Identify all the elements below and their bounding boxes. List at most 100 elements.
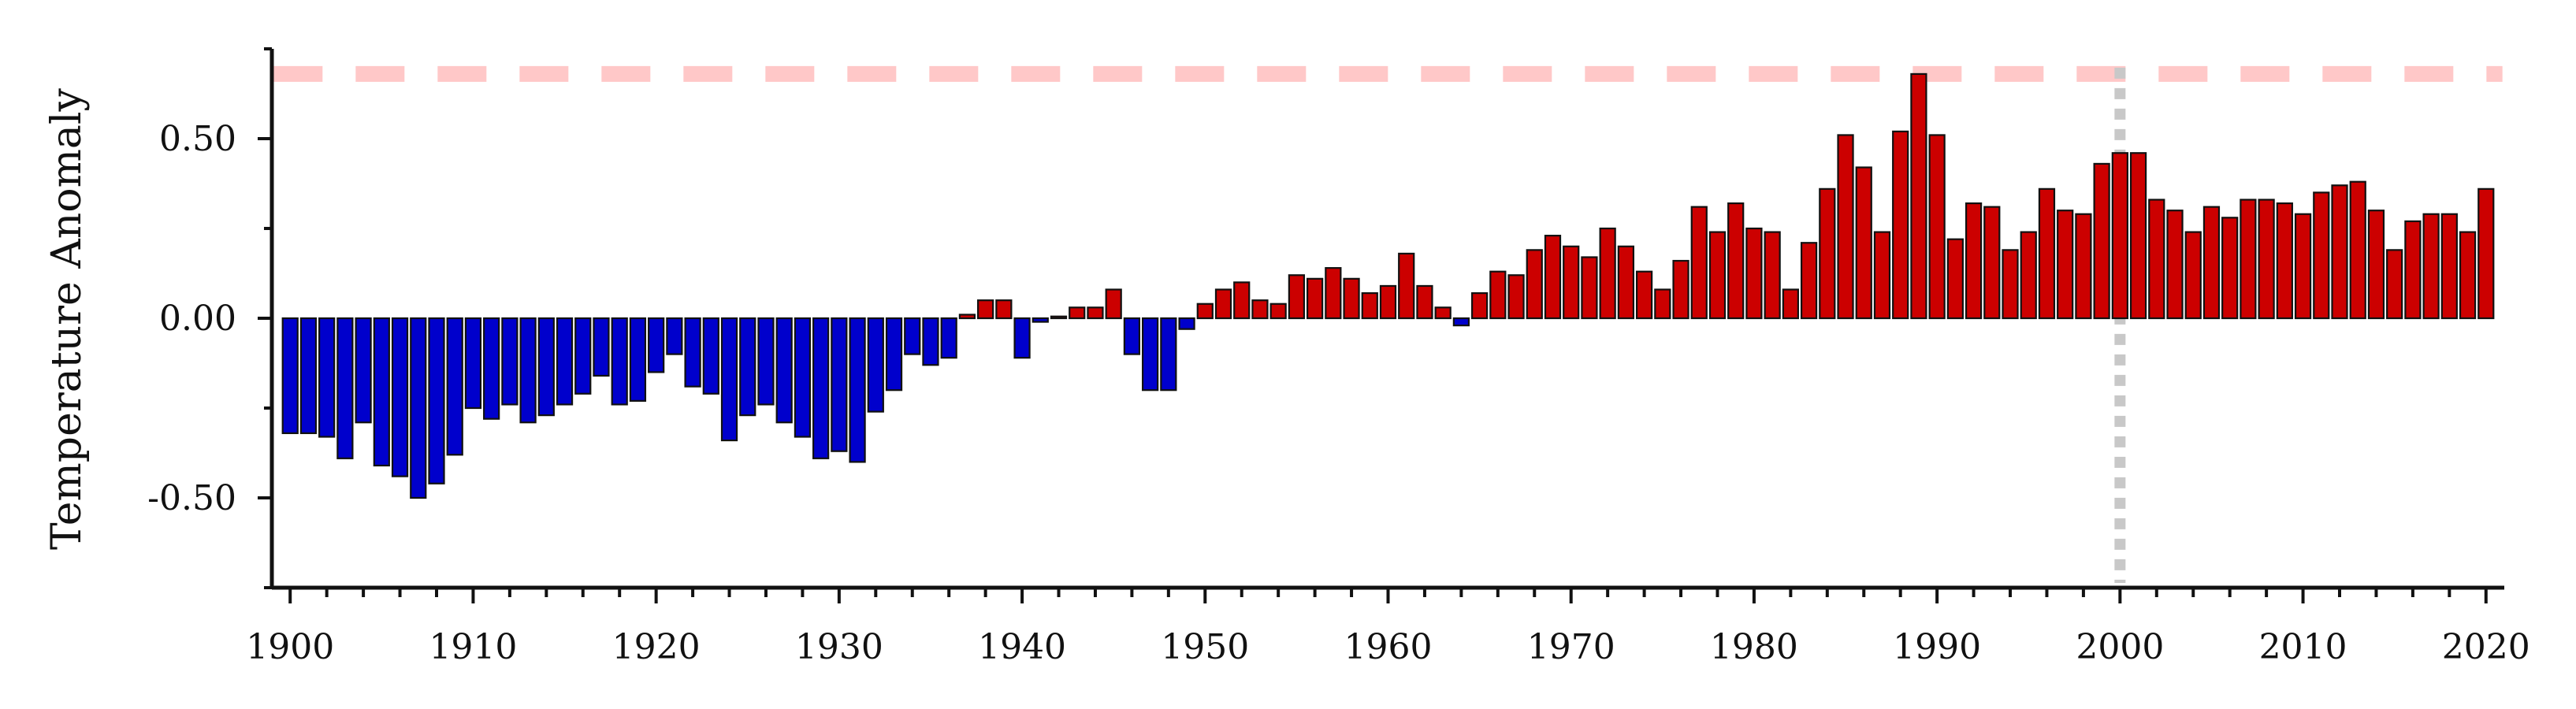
bar-1920 [648,317,665,373]
bar-1998 [2075,213,2092,320]
bar-1954 [1269,303,1287,320]
y-axis-label-group: Temperature Anomaly [43,87,91,549]
bar-1991 [1946,238,1964,320]
bar-1969 [1544,235,1562,320]
x-tick-label-1970: 1970 [1527,627,1615,667]
bar-1983 [1800,242,1818,320]
bar-2019 [2459,231,2477,320]
bar-1997 [2057,210,2074,320]
bar-2012 [2331,184,2348,320]
bar-1902 [318,317,336,438]
x-tick-label-1990: 1990 [1893,627,1981,667]
bar-1981 [1764,231,1781,320]
bar-1985 [1837,134,1854,320]
bar-1980 [1745,227,1763,320]
bar-1952 [1233,281,1251,320]
bar-2003 [2166,210,2184,320]
bar-1994 [2002,249,2019,320]
bar-1936 [940,317,957,359]
bar-1946 [1123,317,1141,355]
bar-1916 [574,317,592,395]
bar-1910 [464,317,482,410]
bar-1974 [1635,270,1653,320]
bar-1970 [1563,245,1580,320]
bar-1962 [1416,284,1433,320]
x-tick-label-1900: 1900 [246,627,334,667]
bar-1928 [794,317,812,438]
bar-1907 [410,317,427,499]
bar-1950 [1196,303,1214,320]
bars [281,72,2495,499]
bar-1957 [1325,267,1342,320]
bar-1905 [373,317,390,467]
x-tick-label-1940: 1940 [978,627,1066,667]
bar-2002 [2148,199,2165,320]
bar-1913 [519,317,537,424]
bar-2014 [2367,210,2385,320]
bar-1953 [1251,299,1269,320]
bar-1992 [1965,202,1983,320]
bar-2017 [2422,213,2440,320]
bar-1996 [2038,187,2056,320]
bar-1929 [812,317,830,459]
bar-1941 [1032,317,1049,323]
bar-2005 [2202,206,2221,320]
bar-1961 [1398,252,1415,320]
bar-1967 [1507,274,1525,320]
x-tick-label-2020: 2020 [2442,627,2530,667]
bar-2018 [2440,213,2458,320]
bar-1938 [977,299,994,320]
bar-1965 [1470,291,1489,320]
bar-1903 [336,317,354,459]
bar-1908 [428,317,445,484]
y-tick-label: -0.50 [147,478,236,518]
bar-1933 [885,317,903,392]
x-tick-label-1950: 1950 [1161,627,1249,667]
bar-1931 [849,317,866,463]
x-tick-label-1930: 1930 [795,627,883,667]
bar-1951 [1214,288,1232,320]
bar-2000 [2111,152,2128,320]
bar-1940 [1013,317,1031,359]
bar-1959 [1361,291,1378,320]
bar-2009 [2276,202,2293,320]
bar-1906 [391,317,409,477]
x-tick-label-1910: 1910 [429,627,517,667]
bar-1939 [995,299,1013,320]
bar-1958 [1343,277,1360,320]
bar-1989 [1910,72,1927,320]
bar-1917 [593,317,610,377]
bar-2020 [2477,187,2495,320]
bar-1984 [1819,187,1836,320]
bar-1911 [483,317,500,420]
bar-1976 [1672,259,1689,320]
bar-1919 [629,317,647,402]
bar-1956 [1306,277,1324,320]
bar-2004 [2184,231,2202,320]
bar-1971 [1581,256,1598,320]
bar-1921 [666,317,683,355]
bar-2010 [2294,213,2312,320]
bar-1918 [611,317,628,406]
bar-1900 [281,317,299,435]
bar-1937 [958,314,976,320]
y-tick-label: 0.50 [159,119,236,159]
bar-1999 [2093,162,2110,320]
bar-1934 [904,317,921,355]
bar-1923 [702,317,719,395]
bar-1960 [1379,284,1397,320]
bar-1948 [1160,317,1177,392]
bar-1988 [1892,130,1909,320]
bar-2007 [2240,199,2257,320]
tick-labels: 1900 1910 1920 1930 1940 1950 1960 1970 1980 1990… [147,119,2530,667]
bar-1925 [739,317,756,417]
bar-1926 [757,317,775,406]
bar-2006 [2221,217,2239,320]
x-tick-label-1960: 1960 [1344,627,1433,667]
bar-1963 [1434,306,1452,320]
bar-1955 [1288,274,1306,320]
bar-1987 [1873,231,1891,320]
bar-1945 [1105,288,1122,320]
bar-1942 [1050,315,1068,320]
